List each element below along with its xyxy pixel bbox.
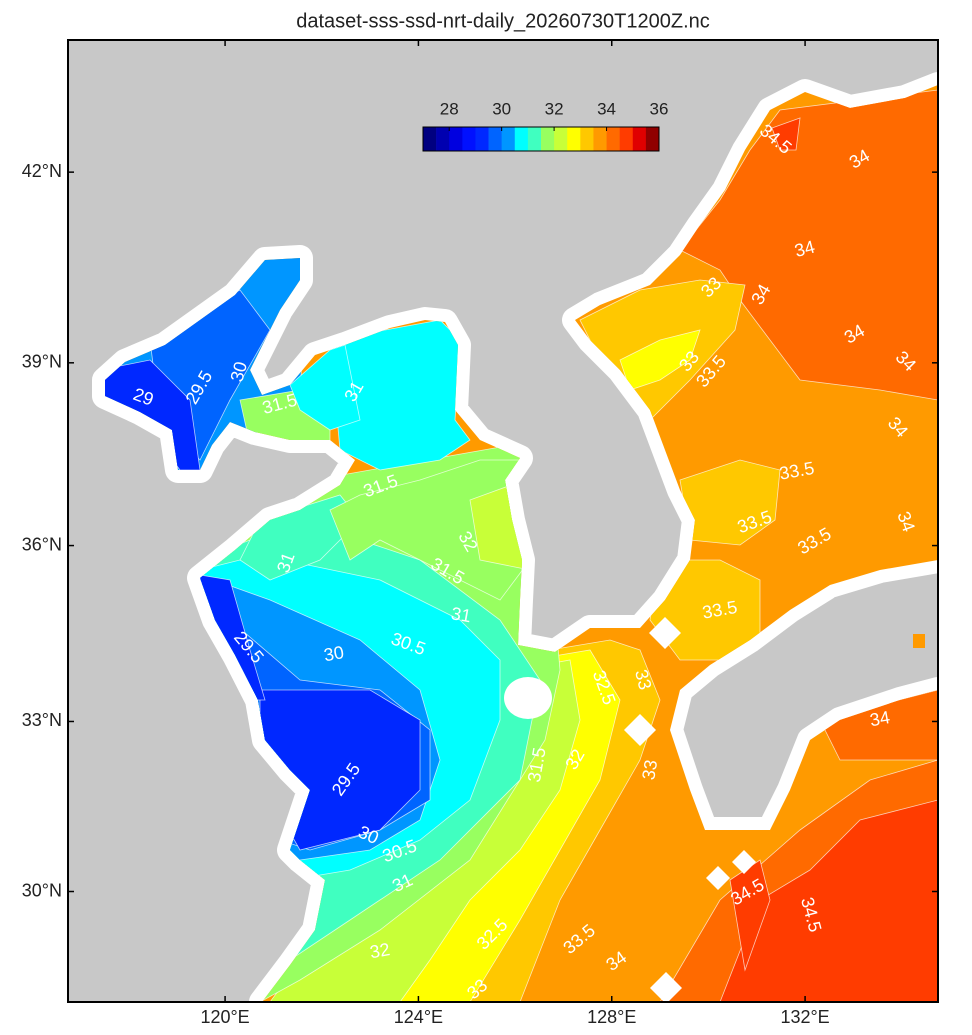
- salinity-band: [239, 494, 361, 581]
- colorbar-frame: [422, 126, 660, 152]
- salinity-band: [771, 117, 801, 151]
- salinity-band: [329, 459, 531, 601]
- map-title: dataset-sss-ssd-nrt-daily_20260730T1200Z…: [296, 10, 710, 32]
- colorbar-swatch: [501, 127, 516, 151]
- x-tick-label: 124°E: [394, 1007, 443, 1027]
- colorbar-swatch: [449, 127, 463, 151]
- x-tick-label: 128°E: [587, 1007, 636, 1027]
- contour-label: 30: [322, 642, 345, 665]
- island: [732, 850, 756, 874]
- colorbar-tick-label: 36: [650, 99, 669, 118]
- colorbar-swatch: [541, 127, 555, 151]
- island: [706, 866, 730, 890]
- colorbar-swatch: [475, 127, 489, 151]
- contour-label: 31: [450, 603, 473, 626]
- colorbar-swatch: [567, 127, 581, 151]
- colorbar-swatch: [423, 127, 437, 151]
- y-tick-label: 33°N: [22, 710, 62, 730]
- inland-sea: [913, 634, 925, 648]
- colorbar-tick-label: 30: [492, 99, 511, 118]
- colorbar-tick-label: 32: [545, 99, 564, 118]
- colorbar-swatch: [619, 127, 634, 151]
- colorbar-swatch: [606, 127, 620, 151]
- island: [649, 617, 681, 649]
- contour-label: 34: [868, 707, 891, 730]
- y-tick-label: 39°N: [22, 352, 62, 372]
- salinity-band: [329, 319, 471, 471]
- map-frame: [67, 39, 939, 1003]
- colorbar-swatch: [436, 127, 450, 151]
- colorbar-swatch: [527, 127, 542, 151]
- island: [650, 972, 682, 1002]
- y-tick-label: 42°N: [22, 161, 62, 181]
- colorbar-swatch: [632, 127, 647, 151]
- colorbar-swatch: [462, 127, 476, 151]
- colorbar-swatch: [645, 127, 660, 151]
- colorbar-swatch: [488, 127, 502, 151]
- salinity-band: [289, 344, 361, 431]
- y-tick-label: 30°N: [22, 880, 62, 900]
- x-tick-label: 132°E: [780, 1007, 829, 1027]
- colorbar-swatch: [514, 127, 529, 151]
- contour-label: 32: [368, 939, 391, 962]
- colorbar-swatch: [593, 127, 607, 151]
- colorbar-tick-label: 34: [597, 99, 616, 118]
- colorbar-swatch: [580, 127, 594, 151]
- island: [504, 677, 552, 719]
- island: [624, 714, 656, 746]
- x-tick-label: 120°E: [200, 1007, 249, 1027]
- contour-label: 33: [638, 758, 661, 781]
- colorbar-swatch: [554, 127, 568, 151]
- y-tick-label: 36°N: [22, 534, 62, 554]
- colorbar-tick-label: 28: [440, 99, 459, 118]
